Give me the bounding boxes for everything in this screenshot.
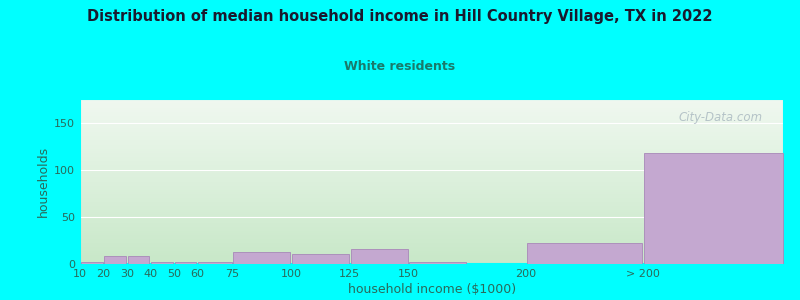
Bar [198,262,231,264]
Bar [351,249,407,264]
Bar [81,262,102,264]
Bar [527,243,642,264]
Bar [128,256,150,264]
Bar [105,256,126,264]
X-axis label: household income ($1000): household income ($1000) [348,283,516,296]
Bar [644,153,783,264]
Text: Distribution of median household income in Hill Country Village, TX in 2022: Distribution of median household income … [87,9,713,24]
Text: White residents: White residents [345,60,455,73]
Bar [292,254,349,264]
Bar [234,252,290,264]
Bar [175,262,196,264]
Text: City-Data.com: City-Data.com [678,110,763,124]
Bar [151,262,173,264]
Bar [410,262,466,264]
Y-axis label: households: households [37,146,50,217]
